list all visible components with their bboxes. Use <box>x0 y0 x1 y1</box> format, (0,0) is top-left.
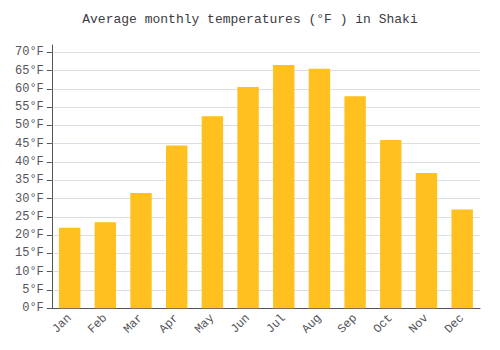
svg-text:Jul: Jul <box>264 311 289 336</box>
svg-text:Jun: Jun <box>228 311 253 336</box>
svg-text:60°F: 60°F <box>15 82 44 96</box>
svg-text:5°F: 5°F <box>22 283 44 297</box>
svg-text:Apr: Apr <box>156 311 181 336</box>
svg-text:15°F: 15°F <box>15 246 44 260</box>
svg-text:25°F: 25°F <box>15 210 44 224</box>
svg-text:20°F: 20°F <box>15 228 44 242</box>
svg-text:Average monthly temperatures (: Average monthly temperatures (°F ) in Sh… <box>82 12 418 27</box>
svg-text:May: May <box>192 311 217 336</box>
svg-text:Jan: Jan <box>49 311 74 336</box>
svg-text:70°F: 70°F <box>15 45 44 59</box>
svg-text:Dec: Dec <box>442 311 467 336</box>
svg-text:50°F: 50°F <box>15 118 44 132</box>
svg-text:35°F: 35°F <box>15 173 44 187</box>
svg-text:40°F: 40°F <box>15 155 44 169</box>
svg-text:65°F: 65°F <box>15 64 44 78</box>
svg-text:10°F: 10°F <box>15 265 44 279</box>
svg-text:0°F: 0°F <box>22 301 44 315</box>
svg-text:Feb: Feb <box>85 311 110 336</box>
svg-text:Nov: Nov <box>406 311 431 336</box>
svg-text:Mar: Mar <box>121 311 146 336</box>
svg-text:55°F: 55°F <box>15 100 44 114</box>
svg-text:Aug: Aug <box>299 311 324 336</box>
svg-text:Oct: Oct <box>371 311 396 336</box>
svg-text:45°F: 45°F <box>15 137 44 151</box>
svg-text:30°F: 30°F <box>15 192 44 206</box>
svg-text:Sep: Sep <box>335 311 360 336</box>
